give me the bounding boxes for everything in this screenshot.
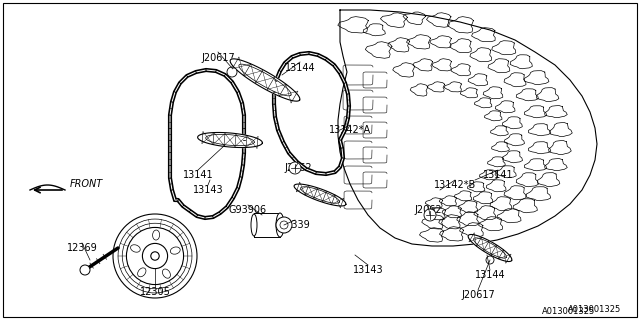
- Circle shape: [276, 217, 292, 233]
- Text: 13141: 13141: [483, 170, 513, 180]
- Polygon shape: [468, 235, 512, 261]
- Text: 13142*A: 13142*A: [329, 125, 371, 135]
- Ellipse shape: [170, 247, 180, 254]
- Text: 13143: 13143: [353, 265, 383, 275]
- Text: 13141: 13141: [182, 170, 213, 180]
- Ellipse shape: [138, 268, 146, 277]
- Circle shape: [486, 256, 494, 264]
- Text: 12369: 12369: [67, 243, 97, 253]
- Text: J2062: J2062: [284, 163, 312, 173]
- Circle shape: [227, 67, 237, 77]
- Circle shape: [289, 162, 301, 174]
- Text: J20617: J20617: [201, 53, 235, 63]
- Text: 13144: 13144: [475, 270, 506, 280]
- Text: FRONT: FRONT: [70, 179, 103, 189]
- Polygon shape: [294, 184, 346, 206]
- Text: A013001325: A013001325: [568, 306, 621, 315]
- Ellipse shape: [131, 245, 140, 252]
- Circle shape: [80, 265, 90, 275]
- Ellipse shape: [163, 269, 170, 278]
- Ellipse shape: [276, 213, 284, 237]
- Ellipse shape: [152, 230, 159, 240]
- Polygon shape: [338, 10, 597, 246]
- Text: A013001325: A013001325: [541, 308, 595, 316]
- Text: J20617: J20617: [461, 290, 495, 300]
- Polygon shape: [230, 59, 300, 101]
- Text: J2062: J2062: [414, 205, 442, 215]
- Circle shape: [424, 209, 436, 221]
- Text: 12305: 12305: [140, 287, 170, 297]
- Text: 13142*B: 13142*B: [434, 180, 476, 190]
- Text: 13144: 13144: [285, 63, 316, 73]
- Text: 13143: 13143: [193, 185, 223, 195]
- Circle shape: [151, 252, 159, 260]
- Ellipse shape: [251, 214, 257, 236]
- Text: 12339: 12339: [280, 220, 310, 230]
- Polygon shape: [198, 132, 262, 148]
- Text: G93906: G93906: [229, 205, 267, 215]
